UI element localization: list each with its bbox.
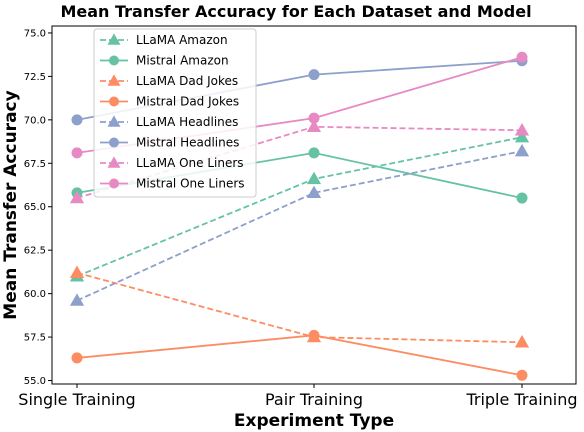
series-llama-amazon (69, 129, 530, 282)
legend-item: Mistral Amazon (100, 54, 229, 68)
data-point-circle (71, 147, 83, 159)
data-point-circle (71, 114, 83, 126)
data-point-triangle (69, 265, 85, 278)
legend-label: Mistral Amazon (136, 54, 229, 68)
legend-label: Mistral Dad Jokes (136, 95, 239, 109)
y-tick-label: 55.0 (24, 376, 46, 387)
data-point-triangle (107, 33, 121, 45)
data-point-triangle (69, 293, 85, 306)
data-point-triangle (306, 185, 322, 199)
data-point-circle (109, 178, 119, 189)
y-tick-label: 67.5 (24, 159, 46, 170)
legend-box (93, 28, 257, 198)
y-tick-label: 65.0 (24, 202, 46, 213)
y-tick-label: 62.5 (24, 246, 46, 257)
data-point-circle (308, 69, 320, 81)
data-point-circle (516, 369, 528, 381)
y-tick-label: 70.0 (24, 115, 46, 126)
data-point-triangle (514, 123, 530, 136)
x-tick-label: Single Training (18, 390, 135, 409)
series-line (76, 150, 523, 302)
data-point-triangle (514, 143, 530, 157)
data-point-triangle (107, 74, 121, 86)
y-tick-label: 60.0 (24, 289, 46, 300)
data-point-circle (308, 329, 320, 341)
legend-item: LLaMA Dad Jokes (100, 74, 238, 88)
data-point-triangle (306, 119, 322, 132)
y-tick-label: 57.5 (24, 333, 46, 344)
data-point-triangle (107, 115, 121, 127)
data-point-circle (109, 55, 119, 66)
data-point-triangle (69, 190, 85, 204)
y-axis-label: Mean Transfer Accuracy (1, 90, 21, 319)
chart-title: Mean Transfer Accuracy for Each Dataset … (60, 2, 531, 21)
data-point-circle (109, 96, 119, 107)
legend-item: Mistral Headlines (100, 136, 239, 150)
legend-label: Mistral Headlines (136, 136, 239, 150)
data-point-circle (308, 112, 320, 124)
data-point-circle (71, 352, 83, 364)
legend-item: LLaMA One Liners (100, 156, 244, 170)
series-llama-dad-jokes (69, 265, 530, 348)
y-axis-ticks: 55.0 57.5 60.0 62.5 65.0 67.5 70.0 72.5 75.0 (24, 28, 52, 387)
series-line (76, 271, 523, 344)
legend-label: LLaMA Amazon (136, 33, 228, 47)
data-point-circle (516, 192, 528, 204)
legend-label: LLaMA Headlines (136, 115, 238, 129)
data-point-triangle (306, 171, 322, 185)
series-mistral-dad-jokes (71, 329, 528, 381)
legend-item: Mistral Dad Jokes (100, 95, 239, 109)
legend-label: LLaMA Dad Jokes (136, 74, 238, 88)
legend-item: Mistral One Liners (100, 177, 245, 191)
legend: LLaMA Amazon Mistral Amazon LLaMA Dad Joke… (93, 28, 257, 198)
series-line (76, 334, 523, 377)
legend-item: LLaMA Amazon (100, 33, 228, 47)
data-point-circle (109, 137, 119, 148)
y-tick-label: 75.0 (24, 28, 46, 39)
legend-item: LLaMA Headlines (100, 115, 238, 129)
data-point-triangle (514, 129, 530, 143)
data-point-triangle (514, 335, 530, 348)
x-axis-label: Experiment Type (234, 411, 394, 431)
legend-label: Mistral One Liners (136, 177, 245, 191)
y-tick-label: 72.5 (24, 72, 46, 83)
x-tick-label: Pair Training (265, 390, 363, 409)
data-point-circle (516, 51, 528, 63)
x-axis-ticks: Single Training Pair Training Triple Train… (18, 384, 578, 409)
data-point-triangle (107, 156, 121, 168)
series-layer (69, 51, 530, 381)
legend-label: LLaMA One Liners (136, 156, 244, 170)
series-llama-headlines (69, 143, 530, 306)
x-tick-label: Triple Training (465, 390, 577, 409)
data-point-circle (308, 147, 320, 159)
